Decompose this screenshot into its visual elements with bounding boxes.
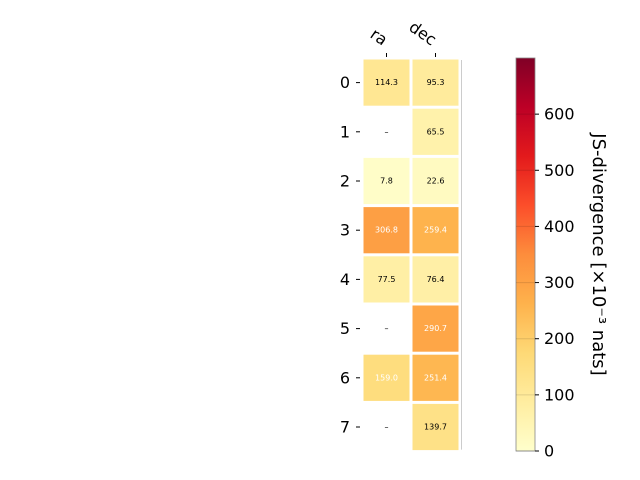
cell-value-label: 139.7: [424, 423, 447, 432]
cell-value-label: –: [385, 127, 389, 136]
cell-value-label: 77.5: [378, 275, 396, 284]
heatmap-cell: [412, 403, 459, 451]
colorbar-tick-label: 500: [544, 161, 575, 180]
heatmap-cell: [412, 354, 459, 401]
heatmap-cell: [412, 59, 459, 106]
cell-value-label: 159.0: [375, 373, 398, 382]
colorbar-ticks: 0 100 200 300 400 500 600: [516, 105, 575, 461]
heatmap-cell: [412, 256, 459, 303]
heatmap-cell: [363, 157, 410, 205]
cell-value-label: 114.3: [375, 78, 398, 87]
y-tick-label: 5: [340, 319, 350, 338]
colorbar-tick-label: 100: [544, 385, 575, 404]
heatmap-cell: [363, 256, 410, 303]
colorbar-tick-label: 200: [544, 329, 575, 348]
y-tick-label: 3: [340, 221, 350, 240]
y-tick-label: 1: [340, 122, 350, 141]
colorbar-tick-label: 600: [544, 105, 575, 124]
heatmap-cell: [412, 305, 459, 352]
cell-value-label: 7.8: [380, 177, 393, 186]
y-tick-label: 2: [340, 172, 350, 191]
y-axis-ticks: 0 1 2 3 4 5 6 7: [340, 73, 360, 437]
y-tick-label: 0: [340, 73, 350, 92]
heatmap-cells: 114.3 95.3 – 65.5 7.8 22.6 306.8 259.4 77.5 76.4 –…: [363, 59, 462, 451]
colorbar: 0 100 200 300 400 500 600 JS-divergence [×10⁻³…: [515, 57, 609, 461]
colorbar-label: JS-divergence [×10⁻³ nats]: [588, 132, 609, 375]
heatmap-cell: [363, 207, 410, 254]
cell-value-label: –: [385, 324, 389, 333]
heatmap-cell: [412, 207, 459, 254]
cell-value-label: 259.4: [424, 226, 447, 235]
colorbar-tick-label: 0: [544, 442, 554, 461]
cell-value-label: 306.8: [375, 226, 398, 235]
cell-value-label: 76.4: [427, 275, 445, 284]
heatmap-cell: [412, 108, 459, 155]
x-axis-ticks: ra dec: [367, 17, 440, 57]
cell-value-label: 22.6: [427, 177, 445, 186]
cell-value-label: –: [385, 423, 389, 432]
colorbar-gradient: [515, 57, 536, 452]
cell-value-label: 95.3: [427, 78, 445, 87]
y-tick-label: 7: [340, 418, 350, 437]
cell-value-label: 251.4: [424, 373, 447, 382]
colorbar-tick-label: 300: [544, 273, 575, 292]
y-tick-label: 6: [340, 368, 350, 387]
x-tick-label: ra: [367, 24, 391, 49]
heatmap-cell: [412, 157, 459, 205]
heatmap-cell: [363, 59, 410, 106]
cell-value-label: 290.7: [424, 324, 447, 333]
y-tick-label: 4: [340, 270, 350, 289]
x-tick-label: dec: [406, 17, 440, 49]
colorbar-tick-label: 400: [544, 217, 575, 236]
heatmap-cell: [363, 354, 410, 401]
cell-value-label: 65.5: [427, 127, 445, 136]
